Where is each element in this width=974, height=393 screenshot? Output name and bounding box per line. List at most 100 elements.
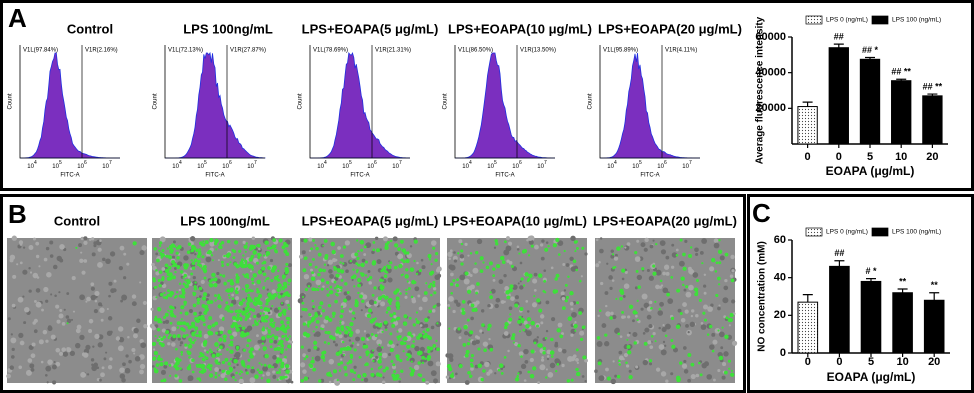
cell-texture <box>106 307 109 311</box>
fluorescent-cell <box>251 281 255 285</box>
cell-texture <box>363 330 367 333</box>
cell-texture <box>519 261 523 265</box>
fluorescent-cell <box>628 374 633 380</box>
tick-exponent: 5 <box>639 160 642 166</box>
x-tick-label: 104 <box>462 160 472 169</box>
fluorescent-cell <box>360 248 364 252</box>
cell-texture <box>152 365 155 368</box>
cell-texture <box>471 340 477 346</box>
x-tick-label: 106 <box>367 160 377 169</box>
cell-texture <box>107 316 113 321</box>
fluorescent-cell <box>278 368 281 371</box>
fluorescent-cell <box>284 330 288 334</box>
cell-texture <box>683 369 689 374</box>
cell-texture <box>670 372 674 376</box>
fluorescent-cell <box>635 269 639 273</box>
cell-texture <box>433 378 438 384</box>
cell-texture <box>463 331 469 336</box>
fluorescent-cell <box>355 239 359 242</box>
fluorescent-cell <box>390 359 394 363</box>
fluorescent-cell <box>379 285 384 290</box>
cell-texture <box>636 274 643 281</box>
cell-texture <box>610 311 614 316</box>
fluorescent-cell <box>682 252 686 257</box>
fluorescent-cell <box>211 353 216 358</box>
cell-texture <box>152 265 157 271</box>
fluorescent-cell <box>349 307 352 311</box>
fluorescent-cell <box>240 258 244 262</box>
x-tick-label: 20 <box>928 356 940 368</box>
fluorescent-cell <box>323 263 327 266</box>
fluorescent-cell <box>693 287 699 292</box>
cell-texture <box>345 295 352 301</box>
fluorescent-cell <box>264 280 267 283</box>
fluorescent-cell <box>248 257 253 262</box>
fluorescent-cell <box>203 276 207 280</box>
cell-texture <box>179 341 184 345</box>
fluorescent-cell <box>319 314 323 318</box>
cell-texture <box>350 344 354 348</box>
fluorescent-cell <box>273 335 279 340</box>
fluorescent-cell <box>550 337 554 342</box>
fluorescent-cell <box>277 283 282 288</box>
fluorescent-cell <box>576 246 579 250</box>
cell-texture <box>500 300 505 304</box>
fluorescent-cell <box>154 352 157 355</box>
fluorescent-cell <box>359 272 363 275</box>
cell-texture <box>249 377 256 384</box>
cell-texture <box>632 319 635 323</box>
cell-texture <box>81 270 86 275</box>
fluorescent-cell <box>685 285 689 289</box>
fluorescent-cell <box>564 299 568 303</box>
fluorescent-cell <box>257 243 261 248</box>
fluorescent-cell <box>166 293 171 297</box>
fluorescent-cell <box>186 333 189 337</box>
fluorescent-cell <box>652 264 656 268</box>
fluorescent-cell <box>157 307 161 311</box>
fluorescent-cell <box>559 334 564 339</box>
fluorescent-cell <box>174 270 177 274</box>
panel-label: B <box>8 199 27 229</box>
fluorescent-cell <box>357 283 362 288</box>
fluorescent-cell <box>246 364 251 369</box>
fluorescent-cell <box>475 291 479 295</box>
fluorescent-cell <box>381 330 384 333</box>
fluorescent-cell <box>156 258 160 263</box>
cell-texture <box>599 237 603 240</box>
fluorescent-cell <box>344 372 348 377</box>
tick-exponent: 6 <box>374 160 377 166</box>
significance-label: ## ** <box>891 67 911 77</box>
fluorescent-cell <box>379 278 383 282</box>
fluorescent-cell <box>351 311 356 315</box>
cell-texture <box>613 256 619 261</box>
fluorescent-cell <box>229 261 232 264</box>
cell-texture <box>122 362 126 367</box>
fluorescent-cell <box>258 362 261 365</box>
fluorescent-cell <box>349 368 354 373</box>
fluorescent-cell <box>198 370 202 374</box>
fluorescent-cell <box>202 265 207 270</box>
cell-texture <box>66 347 70 351</box>
fluorescent-cell <box>650 307 653 310</box>
cell-texture <box>621 277 625 281</box>
cell-texture <box>238 378 244 384</box>
cell-texture <box>58 313 64 319</box>
cell-texture <box>549 362 556 369</box>
fluorescent-cell <box>336 293 339 297</box>
cell-texture <box>467 254 470 257</box>
cell-texture <box>464 242 468 246</box>
cell-texture <box>297 298 304 304</box>
fluorescent-cell <box>252 273 257 278</box>
fluorescent-cell <box>164 255 168 258</box>
fluorescent-cell <box>512 341 515 344</box>
fluorescent-cell <box>323 239 328 243</box>
fluorescent-cell <box>158 354 161 358</box>
flow-title: LPS+EOAPA(20 μg/mL) <box>598 21 742 36</box>
cell-texture <box>55 347 61 353</box>
cell-texture <box>528 239 534 245</box>
fluorescent-cell <box>251 366 254 370</box>
cell-texture <box>450 272 454 277</box>
fluorescent-cell <box>479 269 484 273</box>
cell-texture <box>231 293 235 297</box>
x-axis-label: EOAPA (μg/mL) <box>827 370 916 384</box>
